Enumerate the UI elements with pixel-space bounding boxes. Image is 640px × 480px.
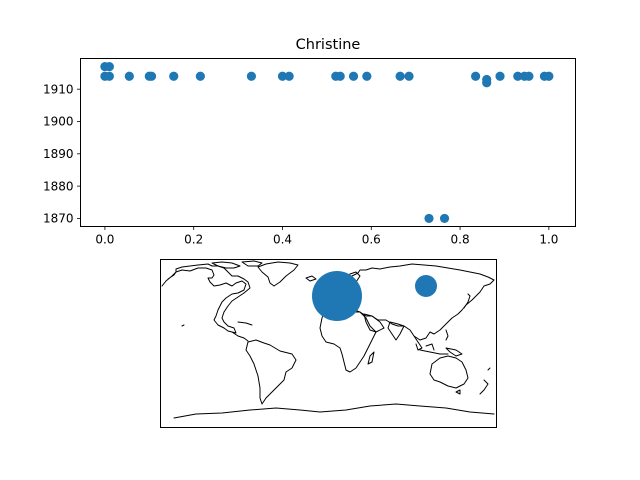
scatter-point	[495, 71, 505, 81]
x-tick-label: 0.0	[95, 233, 114, 247]
scatter-axes-frame	[80, 58, 576, 227]
y-tick-label: 1880	[43, 179, 74, 193]
scatter-points	[100, 61, 554, 224]
x-tick-label: 0.2	[184, 233, 203, 247]
scatter-point	[277, 71, 288, 81]
scatter-point	[513, 71, 523, 81]
scatter-plot: Christine 0.0 0.2 0.4 0.6 0.8 1.0 1870 1880 189…	[43, 37, 576, 247]
scatter-point	[439, 213, 450, 224]
scatter-point	[362, 71, 372, 81]
y-tick-label: 1890	[43, 147, 74, 161]
scatter-point	[169, 71, 179, 81]
scatter-point	[424, 213, 434, 224]
x-tick-label: 0.8	[451, 233, 470, 247]
x-tick-label: 1.0	[539, 233, 558, 247]
scatter-point	[335, 71, 345, 81]
chart-title: Christine	[296, 37, 361, 53]
world-map	[160, 259, 497, 428]
scatter-point	[404, 71, 414, 81]
map-marker-europe	[312, 271, 362, 321]
y-axis: 1870 1880 1890 1900 1910	[43, 82, 81, 226]
scatter-point	[348, 71, 359, 81]
x-tick-label: 0.4	[273, 233, 292, 247]
scatter-point	[104, 61, 114, 72]
y-tick-label: 1870	[43, 212, 74, 226]
map-markers	[312, 271, 437, 321]
scatter-point	[395, 71, 405, 81]
map-axes-frame	[160, 259, 497, 428]
scatter-point	[124, 71, 134, 81]
scatter-point	[471, 71, 481, 81]
scatter-point	[246, 71, 257, 81]
x-tick-label: 0.6	[362, 233, 381, 247]
x-axis: 0.0 0.2 0.4 0.6 0.8 1.0	[95, 226, 558, 247]
map-marker-siberia	[415, 275, 437, 297]
scatter-point	[104, 71, 114, 81]
scatter-point	[524, 71, 534, 81]
coastlines	[161, 260, 495, 419]
scatter-point	[195, 71, 205, 81]
scatter-point	[284, 71, 294, 81]
scatter-point	[482, 78, 492, 88]
map-content	[161, 260, 495, 419]
y-tick-label: 1910	[43, 82, 74, 96]
scatter-point	[146, 71, 157, 81]
y-tick-label: 1900	[43, 115, 74, 129]
scatter-point	[544, 71, 554, 81]
